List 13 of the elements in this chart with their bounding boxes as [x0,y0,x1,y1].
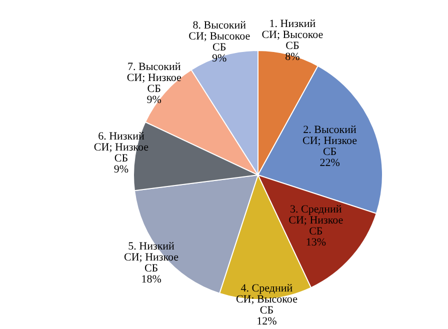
data-label: 18% [141,274,162,286]
slice-label: 3. Средний СИ; Низкое СБ [288,203,344,238]
data-label: 9% [146,94,162,106]
data-label: 9% [114,164,129,176]
slice-label: 8. Высокий СИ; Высокое СБ [188,19,250,54]
slice-label: 2. Высокий СИ; Низкое СБ [302,124,358,158]
data-label: 9% [212,52,227,64]
slice-label: 5. Низкий СИ; Низкое СБ [124,240,179,275]
data-label: 12% [256,315,277,328]
data-label: 22% [320,156,340,169]
slice-label: 1. Низкий СИ; Высокое СБ [262,18,324,52]
data-label: 13% [306,236,326,248]
slice-label: 7. Высокий СИ; Низкое СБ [126,60,182,95]
